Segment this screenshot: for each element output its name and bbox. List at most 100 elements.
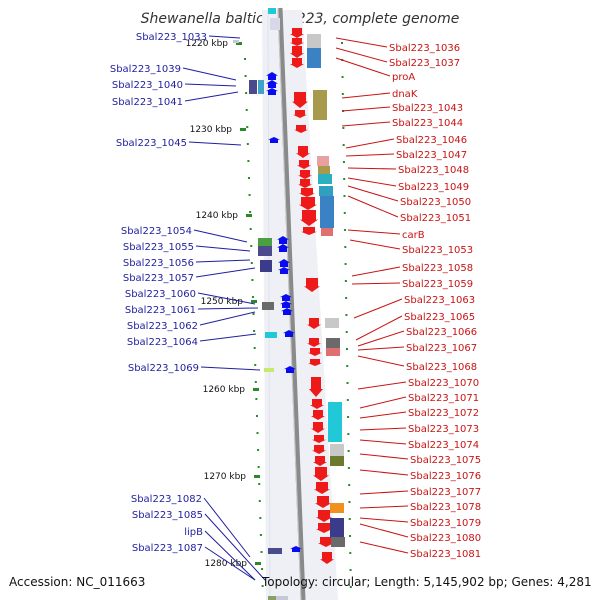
cog-category-box: [330, 503, 344, 513]
kbp-tick: [246, 214, 252, 217]
minor-tick: [349, 586, 352, 588]
kbp-tick: [236, 42, 242, 45]
leader-line: [195, 267, 256, 278]
minor-tick: [246, 143, 249, 145]
cog-category-box: [268, 596, 280, 600]
gene-label-right: Sbal223_1063: [404, 295, 475, 306]
gene-label-right: Sbal223_1036: [389, 43, 460, 54]
leader-line: [197, 307, 259, 310]
gene-label-right: Sbal223_1046: [396, 135, 467, 146]
minor-tick: [342, 127, 345, 129]
cog-category-box: [258, 80, 264, 94]
cog-category-box: [270, 18, 280, 30]
gene-label-left: Sbal223_1033: [136, 32, 207, 43]
minor-tick: [341, 42, 343, 44]
minor-tick: [346, 382, 349, 384]
leader-line: [359, 505, 409, 509]
forward-gene-arrow: [280, 294, 292, 301]
kbp-tick: [251, 300, 257, 303]
leader-line: [359, 517, 409, 523]
reverse-gene-arrow: [313, 467, 329, 481]
leader-line: [345, 138, 395, 149]
cog-category-box: [320, 196, 334, 228]
gene-label-right: Sbal223_1074: [408, 440, 479, 451]
leader-line: [203, 497, 251, 558]
gene-label-right: Sbal223_1065: [404, 312, 475, 323]
leader-line: [204, 513, 266, 581]
reverse-gene-arrow: [307, 338, 321, 347]
gene-label-right: Sbal223_1051: [400, 213, 471, 224]
reverse-gene-arrow: [293, 110, 307, 118]
cog-category-box: [233, 40, 239, 43]
gene-label-left: Sbal223_1082: [131, 494, 202, 505]
leader-line: [200, 366, 261, 371]
cog-category-box: [319, 186, 333, 196]
leader-line: [357, 381, 407, 390]
gene-label-left: Sbal223_1041: [112, 97, 183, 108]
reverse-gene-arrow: [298, 179, 312, 188]
reverse-gene-arrow: [299, 197, 317, 210]
gene-label-left: Sbal223_1064: [127, 337, 198, 348]
forward-gene-arrow: [266, 72, 278, 80]
leader-line: [351, 282, 401, 285]
minor-tick: [342, 144, 345, 146]
minor-tick: [255, 415, 258, 417]
cog-category-box: [318, 166, 330, 174]
leader-line: [197, 292, 256, 305]
minor-tick: [252, 313, 255, 315]
gene-label-right: Sbal223_1077: [410, 487, 481, 498]
cog-category-box: [249, 80, 257, 94]
reverse-gene-arrow: [316, 523, 332, 533]
reverse-gene-arrow: [292, 92, 308, 108]
minor-tick: [344, 280, 347, 282]
minor-tick: [249, 228, 252, 230]
gene-label-left: Sbal223_1040: [112, 80, 183, 91]
leader-line: [349, 239, 401, 250]
kbp-label: 1220 kbp: [186, 39, 229, 49]
kbp-label: 1260 kbp: [203, 385, 246, 395]
minor-tick: [348, 501, 351, 503]
gene-label-left: Sbal223_1056: [123, 258, 194, 269]
leader-line: [208, 35, 241, 39]
minor-tick: [253, 330, 256, 332]
leader-line: [359, 453, 409, 460]
forward-gene-arrow: [278, 259, 290, 267]
gene-label-left: Sbal223_1085: [132, 510, 203, 521]
minor-tick: [349, 535, 352, 537]
leader-line: [335, 57, 391, 77]
cog-category-box: [330, 444, 344, 456]
minor-tick: [349, 569, 352, 571]
leader-line: [359, 523, 409, 538]
minor-tick: [347, 450, 350, 452]
minor-tick: [254, 364, 257, 366]
minor-tick: [245, 109, 248, 111]
gene-label-right: carB: [402, 230, 425, 241]
leader-line: [347, 177, 397, 187]
minor-tick: [247, 177, 250, 179]
cog-category-box: [317, 156, 329, 166]
reverse-gene-arrow: [313, 456, 327, 466]
kbp-label: 1270 kbp: [204, 472, 247, 482]
minor-tick: [250, 262, 253, 264]
cog-category-box: [258, 246, 272, 256]
gene-label-left: Sbal223_1045: [116, 138, 187, 149]
cog-category-box: [321, 228, 333, 236]
minor-tick: [342, 161, 345, 163]
cog-category-box: [331, 537, 345, 547]
reverse-gene-arrow: [301, 227, 317, 235]
reverse-gene-arrow: [318, 537, 334, 547]
reverse-gene-arrow: [296, 146, 310, 158]
kbp-label: 1250 kbp: [201, 297, 244, 307]
minor-tick: [254, 381, 257, 383]
gene-label-right: Sbal223_1072: [408, 408, 479, 419]
minor-tick: [343, 195, 346, 197]
cog-category-box: [313, 90, 327, 120]
forward-gene-arrow: [278, 267, 290, 274]
minor-tick: [341, 76, 344, 78]
cog-category-box: [276, 596, 288, 600]
gene-label-left: Sbal223_1057: [123, 273, 194, 284]
reverse-gene-arrow: [294, 125, 308, 133]
minor-tick: [341, 93, 344, 95]
gene-label-right: Sbal223_1043: [392, 103, 463, 114]
reverse-gene-arrow: [304, 278, 320, 292]
